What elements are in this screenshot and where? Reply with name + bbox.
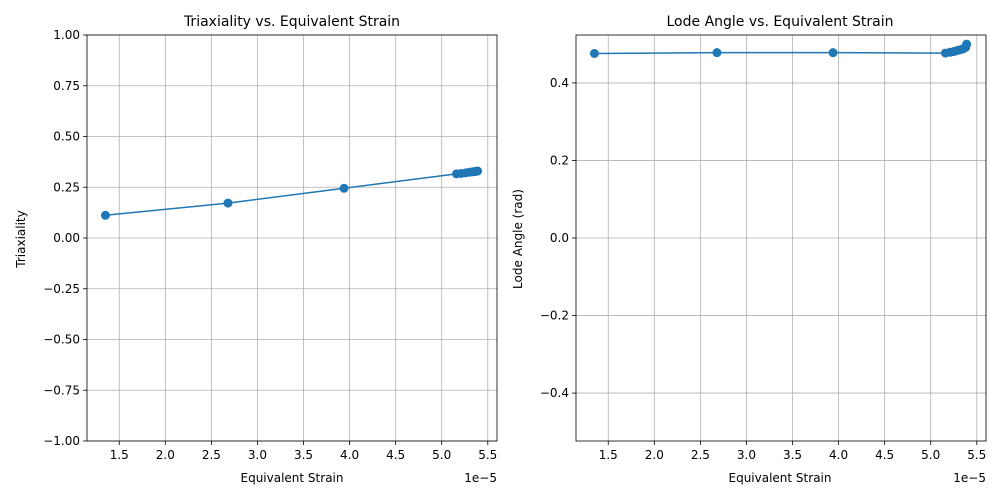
x-tick-label: 2.0 (645, 448, 664, 462)
y-tick-label: 1.00 (53, 28, 80, 42)
x-tick-label: 4.0 (340, 448, 359, 462)
y-tick-label: 0.2 (550, 153, 569, 167)
x-tick-label: 3.5 (783, 448, 802, 462)
x-tick-label: 1.5 (110, 448, 129, 462)
x-tick-label: 2.5 (202, 448, 221, 462)
x-offset-text: 1e−5 (464, 471, 497, 485)
x-offset-text: 1e−5 (953, 471, 986, 485)
data-point (473, 166, 483, 176)
plot-area: 1.5 2.0 2.5 3.0 3.5 4.0 4.5 5.0 5.5 −1.00 −0.75 −0.… (43, 28, 498, 462)
x-tick-label: 5.5 (967, 448, 986, 462)
x-tick-label: 4.5 (386, 448, 405, 462)
x-tick-label: 2.5 (691, 448, 710, 462)
x-tick-label: 5.0 (921, 448, 940, 462)
data-point (589, 48, 599, 58)
y-tick-label: −0.75 (43, 383, 80, 397)
x-tick-label: 2.0 (156, 448, 175, 462)
triaxiality-chart: 1.5 2.0 2.5 3.0 3.5 4.0 4.5 5.0 5.5 −1.00 −0.75 −0.… (14, 14, 498, 485)
x-axis-label: Equivalent Strain (729, 471, 832, 485)
data-point (828, 48, 838, 58)
data-point (100, 210, 110, 220)
x-axis-label: Equivalent Strain (241, 471, 344, 485)
x-tick-label: 1.5 (599, 448, 618, 462)
lode-angle-chart: 1.5 2.0 2.5 3.0 3.5 4.0 4.5 5.0 5.5 −0.4 −0.2 0.0 0.… (511, 14, 987, 485)
y-tick-label: 0.00 (53, 231, 80, 245)
x-tick-label: 3.0 (248, 448, 267, 462)
chart-title: Lode Angle vs. Equivalent Strain (667, 14, 894, 30)
data-point (712, 48, 722, 58)
x-tick-label: 4.5 (875, 448, 894, 462)
y-tick-label: 0.75 (53, 79, 80, 93)
x-tick-label: 4.0 (829, 448, 848, 462)
y-tick-label: −0.4 (540, 386, 569, 400)
y-tick-label: −1.00 (43, 434, 80, 448)
y-tick-label: 0.25 (53, 180, 80, 194)
data-point (339, 183, 349, 193)
y-tick-label: 0.0 (550, 231, 569, 245)
x-tick-label: 5.5 (478, 448, 497, 462)
x-tick-label: 3.5 (294, 448, 313, 462)
data-point (223, 198, 233, 208)
y-tick-label: −0.50 (43, 333, 80, 347)
series-line (594, 43, 968, 55)
y-tick-label: 0.4 (550, 76, 569, 90)
data-point (962, 39, 972, 49)
y-axis-label: Lode Angle (rad) (511, 189, 525, 289)
y-tick-label: −0.2 (540, 309, 569, 323)
y-tick-label: 0.50 (53, 130, 80, 144)
x-tick-label: 3.0 (737, 448, 756, 462)
x-tick-label: 5.0 (432, 448, 451, 462)
plot-area: 1.5 2.0 2.5 3.0 3.5 4.0 4.5 5.0 5.5 −0.4 −0.2 0.0 0.… (540, 34, 987, 462)
y-tick-label: −0.25 (43, 282, 80, 296)
series-line (105, 170, 478, 217)
y-axis-label: Triaxiality (14, 210, 28, 268)
chart-title: Triaxiality vs. Equivalent Strain (183, 14, 400, 30)
